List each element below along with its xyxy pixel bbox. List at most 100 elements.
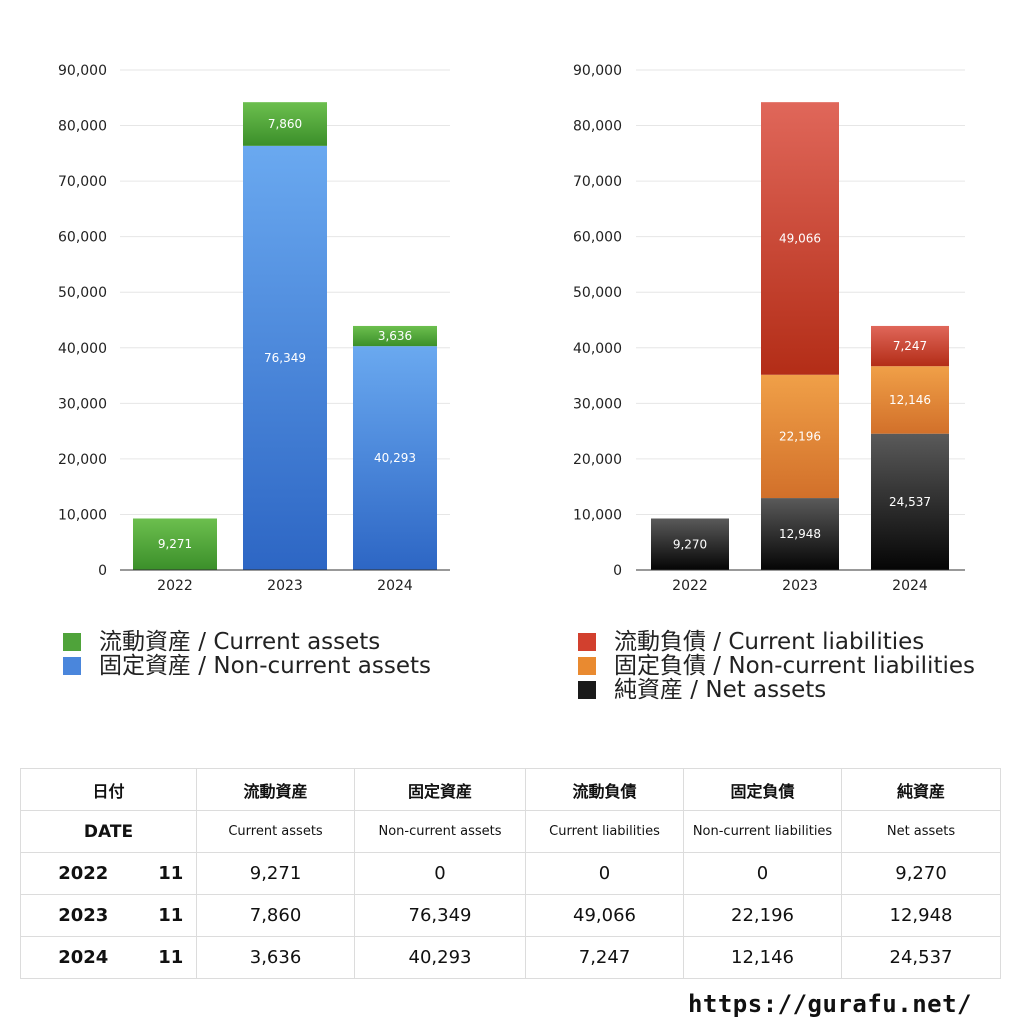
legend-label: 流動負債 / Current liabilities	[614, 629, 925, 655]
data-label: 9,271	[158, 537, 192, 551]
legend-item-non-current-assets: 固定資産 / Non-current assets	[63, 654, 431, 678]
y-tick-label: 20,000	[58, 452, 107, 468]
header-current-liabilities-jp: 流動負債	[525, 768, 685, 811]
y-tick-label: 40,000	[573, 341, 622, 357]
y-tick-label: 30,000	[573, 396, 622, 412]
header-non-current-liabilities-en: Non-current liabilities	[683, 810, 843, 853]
x-tick-label: 2023	[267, 578, 303, 594]
y-tick-label: 90,000	[58, 63, 107, 79]
y-tick-label: 60,000	[58, 230, 107, 246]
cell-current-liabilities: 49,066	[525, 894, 685, 937]
data-label: 9,270	[673, 537, 707, 551]
bar-segment	[353, 325, 437, 347]
table-header-row-en: DATE Current assets Non-current assets C…	[19, 810, 1002, 853]
y-tick-label: 80,000	[573, 119, 622, 135]
data-label: 24,537	[889, 495, 931, 509]
data-label: 7,247	[893, 339, 927, 353]
x-tick-label: 2022	[672, 578, 708, 594]
header-non-current-assets-en: Non-current assets	[354, 810, 527, 853]
cell-non-current-assets: 76,349	[354, 894, 527, 937]
row-month: 11	[145, 852, 198, 895]
bar-segment	[871, 433, 949, 570]
data-label: 40,293	[374, 451, 416, 465]
table-row: 2022 11 9,271 0 0 0 9,270	[20, 852, 1002, 895]
balance-sheet-table: 日付 流動資産 固定資産 流動負債 固定負債 純資産 DATE Current …	[19, 768, 1002, 979]
data-label: 49,066	[779, 231, 821, 245]
header-non-current-liabilities-jp: 固定負債	[683, 768, 843, 811]
cell-net-assets: 12,948	[841, 894, 1002, 937]
header-current-liabilities-en: Current liabilities	[525, 810, 685, 853]
bar-segment	[133, 518, 217, 570]
legend-item-non-current-liabilities: 固定負債 / Non-current liabilities	[578, 654, 975, 678]
bar-segment	[243, 145, 327, 571]
data-label: 22,196	[779, 429, 821, 443]
chart-assets: 0 10,000 20,000 30,000 40,000 50,000 60,000 70,…	[58, 63, 450, 594]
table-row: 2023 11 7,860 76,349 49,066 22,196 12,94…	[20, 894, 1002, 937]
data-label: 7,860	[268, 117, 302, 131]
y-tick-label: 30,000	[58, 396, 107, 412]
legend-swatch-non-current-liabilities	[578, 657, 596, 675]
y-tick-label: 50,000	[573, 285, 622, 301]
bar-segment	[761, 374, 839, 499]
cell-net-assets: 24,537	[841, 936, 1002, 979]
header-net-assets-jp: 純資産	[841, 768, 1002, 811]
charts-canvas: 0 10,000 20,000 30,000 40,000 50,000 60,000 70,…	[58, 63, 965, 594]
y-tick-label: 0	[98, 563, 107, 579]
legend-label: 純資産 / Net assets	[614, 677, 827, 703]
y-tick-label: 20,000	[573, 452, 622, 468]
data-label: 12,146	[889, 393, 931, 407]
y-tick-label: 60,000	[573, 230, 622, 246]
y-tick-label: 70,000	[573, 174, 622, 190]
row-month: 11	[145, 936, 198, 979]
cell-non-current-liabilities: 12,146	[683, 936, 843, 979]
row-year: 2023	[20, 894, 146, 937]
cell-net-assets: 9,270	[841, 852, 1002, 895]
legend-swatch-current-liabilities	[578, 633, 596, 651]
y-tick-label: 0	[613, 563, 622, 579]
y-tick-label: 80,000	[58, 119, 107, 135]
cell-non-current-liabilities: 22,196	[683, 894, 843, 937]
legend-item-current-assets: 流動資産 / Current assets	[63, 630, 431, 654]
legend-label: 固定資産 / Non-current assets	[99, 653, 432, 679]
header-date-jp: 日付	[19, 768, 198, 811]
cell-current-assets: 7,860	[196, 894, 356, 937]
data-label: 12,948	[779, 527, 821, 541]
y-tick-label: 10,000	[573, 507, 622, 523]
chart-liabilities: 0 10,000 20,000 30,000 40,000 50,000 60,000 70,…	[573, 63, 965, 594]
data-label: 76,349	[264, 351, 306, 365]
cell-current-assets: 3,636	[196, 936, 356, 979]
cell-non-current-assets: 0	[354, 852, 527, 895]
data-label: 3,636	[378, 329, 412, 343]
table-row: 2024 11 3,636 40,293 7,247 12,146 24,537	[20, 936, 1002, 979]
x-tick-label: 2022	[157, 578, 193, 594]
header-current-assets-en: Current assets	[196, 810, 356, 853]
header-current-assets-jp: 流動資産	[196, 768, 356, 811]
y-tick-label: 50,000	[58, 285, 107, 301]
legend-item-net-assets: 純資産 / Net assets	[578, 678, 975, 702]
bar-segment	[651, 518, 729, 570]
header-date-en: DATE	[19, 810, 198, 853]
bar-segment	[871, 366, 949, 434]
legend-item-current-liabilities: 流動負債 / Current liabilities	[578, 630, 975, 654]
y-tick-label: 40,000	[58, 341, 107, 357]
cell-current-liabilities: 0	[525, 852, 685, 895]
bar-segment	[761, 498, 839, 570]
y-tick-label: 90,000	[573, 63, 622, 79]
footer-url[interactable]: https://gurafu.net/	[687, 990, 972, 1018]
x-tick-label: 2024	[892, 578, 928, 594]
legend-label: 固定負債 / Non-current liabilities	[614, 653, 975, 679]
y-tick-label: 70,000	[58, 174, 107, 190]
legend-assets: 流動資産 / Current assets 固定資産 / Non-current…	[63, 630, 431, 678]
x-tick-label: 2024	[377, 578, 413, 594]
header-net-assets-en: Net assets	[841, 810, 1002, 853]
legend-label: 流動資産 / Current assets	[99, 629, 381, 655]
legend-swatch-current-assets	[63, 633, 81, 651]
row-year: 2024	[20, 936, 146, 979]
row-month: 11	[145, 894, 198, 937]
header-non-current-assets-jp: 固定資産	[354, 768, 527, 811]
cell-non-current-liabilities: 0	[683, 852, 843, 895]
legend-liabilities: 流動負債 / Current liabilities 固定負債 / Non-cu…	[578, 630, 975, 702]
row-year: 2022	[20, 852, 146, 895]
bar-segment	[871, 325, 949, 367]
table-header-row-jp: 日付 流動資産 固定資産 流動負債 固定負債 純資産	[19, 768, 1002, 811]
